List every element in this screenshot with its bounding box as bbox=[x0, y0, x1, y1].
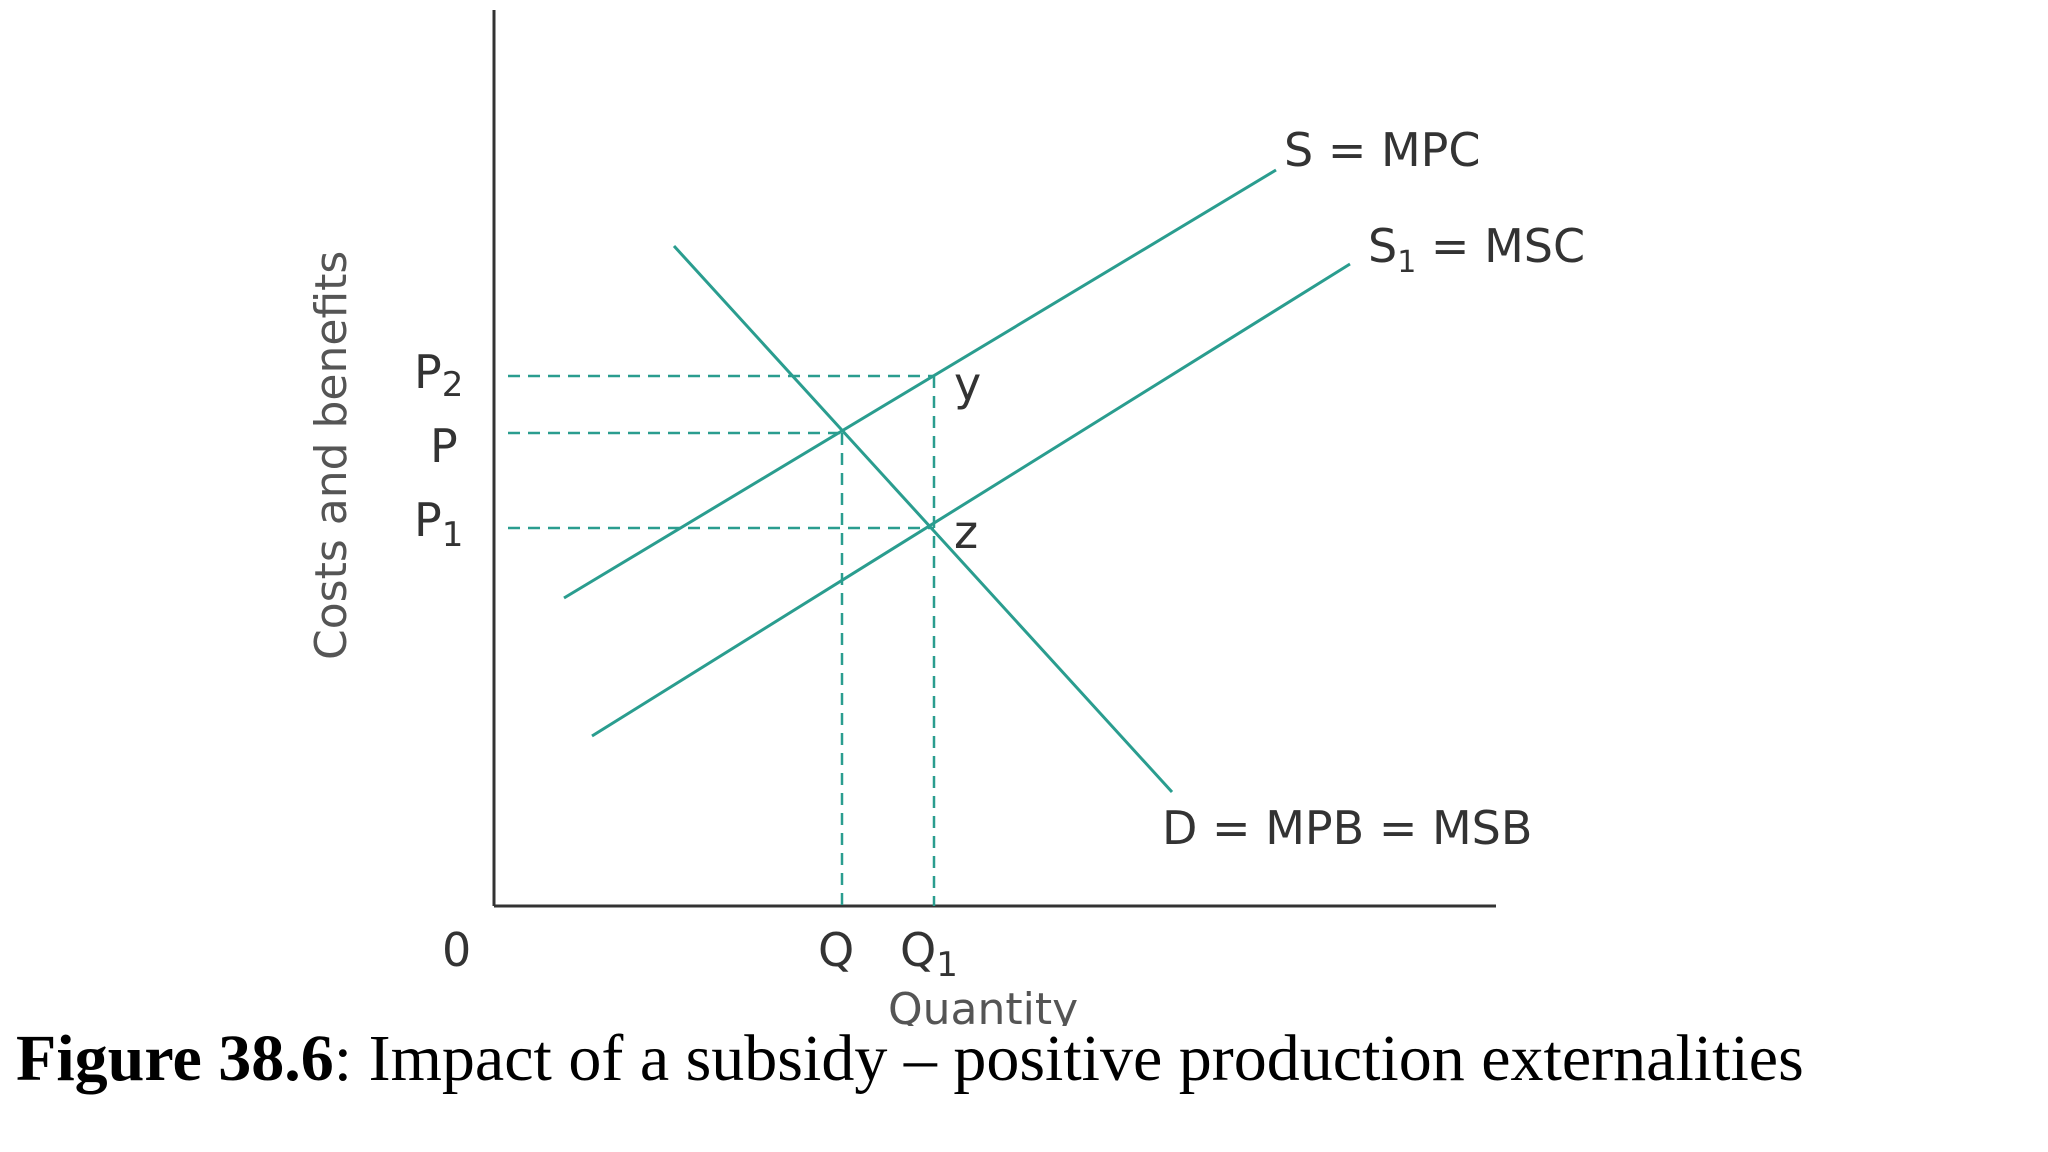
p1-tick-label: P1 bbox=[414, 493, 463, 555]
economics-diagram: S = MPC S1 = MSC D = MPB = MSB y z P2 P … bbox=[306, 10, 1585, 1026]
figure-number: Figure 38.6 bbox=[16, 1022, 334, 1095]
figure-caption: Figure 38.6: Impact of a subsidy – posit… bbox=[16, 1026, 1804, 1092]
point-z-label: z bbox=[954, 505, 978, 559]
figure-caption-text: : Impact of a subsidy – positive product… bbox=[333, 1022, 1804, 1095]
x-axis-title: Quantity bbox=[888, 984, 1078, 1026]
q-tick-label: Q bbox=[818, 923, 854, 977]
mpc-supply-curve bbox=[563, 168, 1277, 600]
demand-curve bbox=[672, 244, 1174, 794]
p-tick-label: P bbox=[430, 419, 458, 473]
y-axis-title: Costs and benefits bbox=[306, 251, 357, 660]
point-y-label: y bbox=[954, 357, 981, 411]
origin-label: 0 bbox=[442, 923, 471, 977]
mpc-curve-label: S = MPC bbox=[1284, 123, 1481, 177]
demand-curve-label: D = MPB = MSB bbox=[1162, 801, 1532, 855]
q1-tick-label: Q1 bbox=[900, 923, 958, 985]
msc-curve-label: S1 = MSC bbox=[1368, 219, 1585, 280]
msc-supply-curve bbox=[591, 262, 1351, 738]
p2-tick-label: P2 bbox=[414, 345, 463, 405]
